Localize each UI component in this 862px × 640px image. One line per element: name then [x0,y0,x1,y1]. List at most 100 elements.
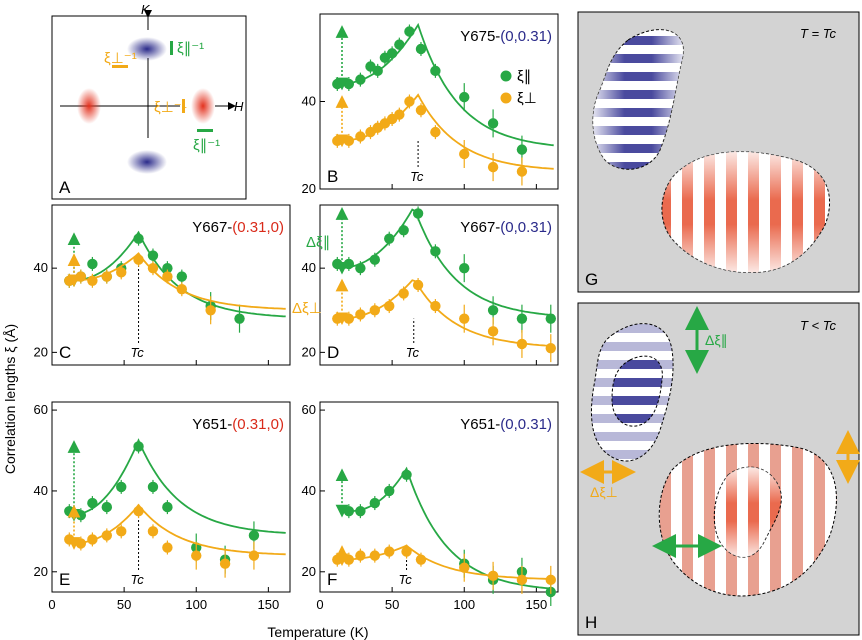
data-point [369,254,381,265]
data-point [75,538,87,549]
xi-par-label-mid: ξ∥⁻¹ [193,137,220,154]
data-point [355,74,366,85]
data-point [343,313,355,324]
data-point [487,326,499,337]
panel-title: Y667-(0,0.31) [460,219,552,236]
panel-label: D [327,343,339,362]
data-point [343,258,355,270]
data-point [116,267,127,278]
data-point [332,135,343,147]
data-point [75,509,87,521]
panel-title-q: (0,0.31) [500,219,552,236]
data-point [343,505,355,517]
data-point [219,558,231,569]
tc-label: Tc [406,345,420,360]
data-point [332,313,343,324]
y-axis-label: Correlation lengths ξ (Å) [2,324,18,474]
fit-curve-par [337,22,554,147]
legend-marker-perp [500,92,512,104]
panel-label: C [59,343,71,362]
data-point [176,271,188,282]
panel-title-q: (0,0.31) [500,28,552,45]
data-point [516,338,528,350]
panel-h-title: T < Tc [800,318,837,333]
k-axis-label: K [141,2,151,17]
data-point [430,65,441,77]
fit-curve-perp [69,252,286,310]
fit-curve-par [69,438,286,534]
red-spot-right [191,88,215,124]
dxi-perp-label-h: Δξ⊥ [590,484,618,500]
chart-panels: 2040TcY675-(0,0.31)Bξ∥ξ⊥2040TcY667-(0.31… [34,13,559,612]
legend-label-par: ξ∥ [517,68,531,85]
panel-title: Y675-(0,0.31) [460,28,552,45]
data-point [516,313,528,324]
data-point [147,481,159,493]
panel-label: E [59,570,70,589]
x-tick-label: 50 [385,597,399,612]
data-point [398,288,409,299]
data-point [64,505,75,517]
panel-title: Y667-(0.31,0) [192,219,284,236]
data-point [404,96,415,107]
x-tick-label: 50 [117,597,131,612]
y-tick-label: 60 [302,402,316,417]
data-point [415,43,427,55]
data-point [412,279,424,291]
panel-title-sample: Y667- [192,219,232,236]
data-point [487,161,499,173]
panel-g: T = Tc G [577,11,860,293]
data-point [162,542,173,553]
data-point [545,342,556,354]
data-point [87,258,98,270]
y-tick-label: 60 [34,402,48,417]
chart-B: 20 40 Tc Y675-(0,0.31) Bξ∥ ξ⊥ [302,13,559,196]
data-point [430,246,441,257]
data-point [487,305,499,316]
data-point [386,48,398,59]
data-point [487,118,499,129]
data-point [133,441,144,452]
data-point [343,135,355,147]
panel-label: B [327,167,338,186]
panel-h: T < Tc Δξ∥ Δξ⊥ H [577,302,860,636]
data-point [487,570,499,582]
data-point [516,574,528,586]
data-point [459,148,470,160]
blue-spot-bottom [127,150,167,174]
data-point [412,208,424,219]
xi-perp-label-mid: ξ⊥⁻¹ [154,99,187,116]
data-point [101,271,113,282]
data-point [147,250,159,261]
data-point [162,262,173,274]
data-point [369,305,381,316]
y-tick-label: 20 [34,344,48,359]
data-point [87,275,98,286]
y-tick-label: 40 [302,260,316,275]
data-point [355,131,366,142]
data-point [248,530,260,541]
fit-curve-perp [337,279,554,347]
data-point [545,574,556,586]
h-axis-label: H [234,99,244,114]
panel-a-label: A [59,178,71,197]
x-axis-label: Temperature (K) [267,624,368,640]
x-tick-label: 150 [526,597,548,612]
panel-g-label: G [585,270,598,289]
data-point [398,225,409,236]
y-tick-label: 20 [34,564,48,579]
data-point [147,262,159,274]
data-point [133,505,144,517]
data-point [384,485,395,497]
y-tick-label: 20 [302,564,316,579]
data-point [355,262,366,274]
data-point [516,166,528,177]
data-point [369,497,381,509]
chart-F: 20 40 60 0 50 100 150 Tc Y651-(0,0.31) F [302,401,559,612]
y-tick-label: 40 [34,260,48,275]
data-point [332,554,343,565]
data-point [459,313,470,324]
panel-title-q: (0,0.31) [500,416,552,433]
data-point [176,284,188,295]
panel-title: Y651-(0.31,0) [192,416,284,433]
